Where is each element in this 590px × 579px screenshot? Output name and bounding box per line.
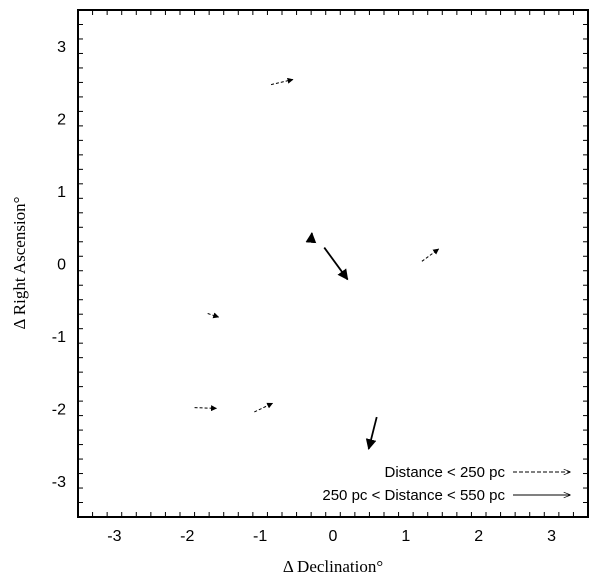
x-tick-label: -1: [253, 528, 267, 545]
data-vectors: [194, 77, 440, 450]
y-tick-label: -2: [52, 401, 66, 418]
y-tick-label: 3: [57, 39, 66, 56]
legend: Distance < 250 pc 250 pc < Distance < 55…: [322, 464, 570, 504]
vector-arrow-far: [365, 416, 378, 450]
vector-arrow-near: [194, 405, 218, 412]
vector-arrow-near: [207, 312, 220, 319]
x-tick-label: -2: [180, 528, 194, 545]
vector-arrow-near: [270, 77, 294, 86]
x-tick-label: -3: [107, 528, 121, 545]
y-tick-label: 2: [57, 112, 66, 129]
y-tick-label: -1: [52, 329, 66, 346]
legend-label-near: Distance < 250 pc: [385, 464, 506, 481]
y-tick-label: 0: [57, 257, 66, 274]
legend-label-far: 250 pc < Distance < 550 pc: [322, 487, 505, 504]
axis-ticks: [77, 9, 589, 518]
y-axis-title: Δ Right Ascension°: [10, 197, 29, 330]
y-tick-label: 1: [57, 184, 66, 201]
x-tick-label: 3: [547, 528, 556, 545]
x-tick-label: 0: [329, 528, 338, 545]
vector-arrow-near: [254, 402, 274, 413]
plot-area: [77, 9, 589, 518]
x-tick-labels: -3 -2 -1 0 1 2 3: [107, 528, 556, 545]
vector-arrow-far: [323, 247, 349, 281]
vector-arrow-near: [421, 248, 440, 262]
x-tick-label: 2: [474, 528, 483, 545]
vector-arrow-far: [305, 232, 317, 244]
x-axis-title: Δ Declination°: [283, 557, 383, 576]
y-tick-label: -3: [52, 474, 66, 491]
x-tick-label: 1: [401, 528, 410, 545]
y-tick-labels: -3 -2 -1 0 1 2 3: [52, 39, 66, 491]
